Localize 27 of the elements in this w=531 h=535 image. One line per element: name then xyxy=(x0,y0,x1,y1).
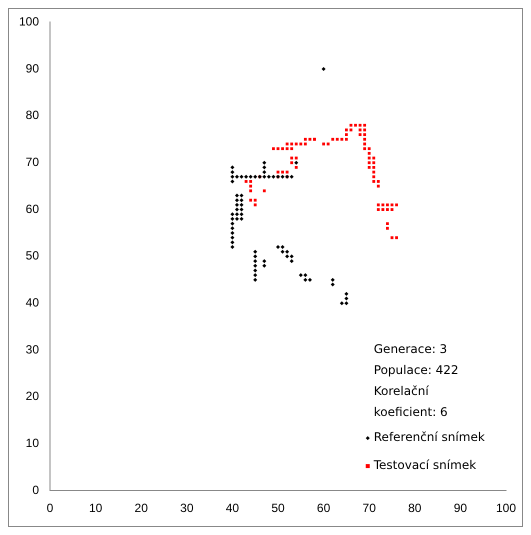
y-tick-label: 10 xyxy=(26,436,40,450)
x-tick-label: 0 xyxy=(46,501,54,516)
y-tick-label: 90 xyxy=(26,61,40,76)
y-tick-label: 100 xyxy=(18,14,40,29)
y-tick-label: 40 xyxy=(26,296,40,310)
y-tick-label: 50 xyxy=(26,248,40,263)
x-tick-label: 60 xyxy=(316,501,331,516)
y-tick-label: 80 xyxy=(26,108,40,122)
y-tick-label: 20 xyxy=(26,389,40,404)
x-tick-label: 70 xyxy=(362,501,376,516)
x-tick-label: 10 xyxy=(88,501,103,516)
x-tick-label: 20 xyxy=(134,501,148,516)
annotation: Korelační koeficient: 6 xyxy=(374,384,448,420)
annotation: Generace: 3 xyxy=(374,342,448,356)
y-tick-label: 0 xyxy=(32,482,40,497)
x-tick-label: 100 xyxy=(496,501,516,516)
x-tick-label: 50 xyxy=(271,501,285,516)
annotation: Populace: 422 xyxy=(374,363,459,378)
x-tick-label: 40 xyxy=(226,501,240,516)
x-tick-label: 30 xyxy=(180,501,194,516)
y-tick-label: 30 xyxy=(26,342,40,356)
y-tick-label: 70 xyxy=(26,155,40,170)
legend-label: Testovací snímek xyxy=(372,458,476,472)
y-tick-label: 60 xyxy=(26,202,40,216)
legend-label: Referenční snímek xyxy=(374,430,485,444)
x-tick-label: 90 xyxy=(454,501,468,516)
x-tick-label: 80 xyxy=(408,501,422,516)
